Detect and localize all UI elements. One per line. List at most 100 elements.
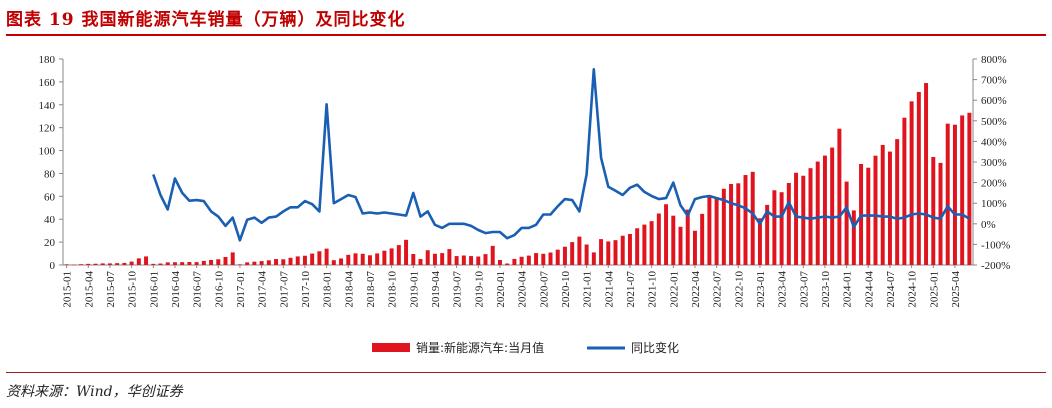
x-tick-label: 2024-07: [885, 271, 897, 308]
bar-mark: [562, 246, 567, 265]
bar-mark: [808, 168, 813, 265]
x-tick-label: 2024-01: [842, 271, 854, 308]
bar-mark: [627, 233, 632, 265]
x-tick-label: 2021-04: [603, 271, 615, 308]
x-tick-label: 2021-07: [625, 271, 637, 308]
bar-mark: [830, 147, 835, 265]
bar-mark: [729, 183, 734, 265]
bar-mark: [714, 197, 719, 265]
x-tick-label: 2020-07: [538, 271, 550, 308]
bar-mark: [671, 215, 676, 265]
left-tick-label: 100: [39, 146, 56, 158]
bar-mark: [526, 255, 531, 265]
bar-mark: [591, 252, 596, 265]
bar-mark: [678, 226, 683, 265]
bar-mark: [887, 151, 892, 265]
bar-mark: [765, 204, 770, 265]
x-tick-label: 2023-10: [820, 271, 832, 308]
bar-mark: [794, 172, 799, 265]
bar-mark: [122, 262, 127, 265]
bar-mark: [779, 192, 784, 265]
x-tick-label: 2025-04: [950, 271, 962, 308]
bar-mark: [584, 244, 589, 265]
bar-mark: [721, 188, 726, 265]
x-tick-label: 2021-01: [582, 271, 594, 308]
x-tick-label: 2016-07: [192, 271, 204, 308]
bar-mark: [158, 263, 163, 265]
bar-mark: [490, 245, 495, 265]
source-note: 资料来源：Wind，华创证券: [6, 384, 183, 400]
right-tick-label: 500%: [981, 116, 1007, 128]
bar-mark: [180, 262, 185, 265]
right-tick-label: -200%: [981, 260, 1010, 272]
bar-mark: [274, 259, 279, 265]
left-tick-label: 160: [39, 77, 56, 89]
x-tick-label: 2019-01: [408, 271, 420, 308]
bar-mark: [194, 262, 199, 265]
x-tick-label: 2017-01: [235, 271, 247, 308]
x-tick-label: 2019-10: [473, 271, 485, 308]
right-tick-label: 800%: [981, 54, 1007, 66]
bar-mark: [620, 235, 625, 265]
bar-mark: [230, 252, 235, 265]
bar-mark: [440, 253, 445, 265]
bar-mark: [750, 171, 755, 265]
bar-mark: [577, 236, 582, 265]
bar-mark: [837, 128, 842, 265]
bar-mark: [599, 239, 604, 265]
left-tick-label: 20: [44, 237, 56, 249]
bar-mark: [100, 263, 105, 265]
left-tick-label: 0: [50, 260, 56, 272]
right-tick-label: 700%: [981, 75, 1007, 87]
x-tick-label: 2017-07: [278, 271, 290, 308]
bar-mark: [216, 259, 221, 265]
x-tick-label: 2024-10: [907, 271, 919, 308]
x-tick-label: 2022-01: [668, 271, 680, 308]
bar-mark: [461, 255, 466, 265]
x-tick-label: 2016-10: [213, 271, 225, 308]
x-tick-label: 2015-01: [62, 271, 74, 308]
bar-mark: [851, 210, 856, 265]
bar-mark: [259, 261, 264, 265]
bar-mark: [396, 245, 401, 265]
x-tick-label: 2018-01: [322, 271, 334, 308]
bar-mark: [432, 253, 437, 265]
right-tick-label: 200%: [981, 178, 1007, 190]
bar-mark: [844, 181, 849, 265]
bar-mark: [129, 261, 134, 265]
x-tick-label: 2019-07: [452, 271, 464, 308]
right-tick-label: 300%: [981, 157, 1007, 169]
yoy-line: [152, 68, 971, 242]
bar-mark: [172, 262, 177, 265]
bar-mark: [801, 175, 806, 265]
bar-mark: [389, 248, 394, 265]
bar-mark: [144, 256, 149, 265]
x-tick-label: 2022-10: [733, 271, 745, 308]
chart-title: 图表 19 我国新能源汽车销量（万辆）及同比变化: [6, 10, 406, 30]
x-tick-label: 2018-10: [387, 271, 399, 308]
x-tick-label: 2023-07: [798, 271, 810, 308]
bar-mark: [570, 242, 575, 265]
bar-mark: [815, 161, 820, 265]
bar-mark: [476, 256, 481, 265]
bar-mark: [931, 156, 936, 265]
bar-mark: [310, 253, 315, 265]
x-tick-label: 2018-07: [365, 271, 377, 308]
bar-mark: [707, 196, 712, 265]
bar-mark: [165, 262, 170, 265]
bar-mark: [107, 263, 112, 265]
x-tick-label: 2020-01: [495, 271, 507, 308]
bar-mark: [960, 115, 965, 265]
bar-mark: [952, 124, 957, 266]
left-tick-label: 80: [44, 168, 56, 180]
bar-mark: [772, 190, 777, 265]
x-tick-label: 2024-04: [863, 271, 875, 308]
bar-mark: [497, 259, 502, 265]
bar-mark: [288, 257, 293, 265]
bar-mark: [895, 139, 900, 265]
bar-mark: [79, 264, 84, 265]
bar-mark: [534, 253, 539, 265]
bar-mark: [404, 239, 409, 265]
bar-mark: [418, 259, 423, 265]
x-tick-label: 2023-01: [755, 271, 767, 308]
